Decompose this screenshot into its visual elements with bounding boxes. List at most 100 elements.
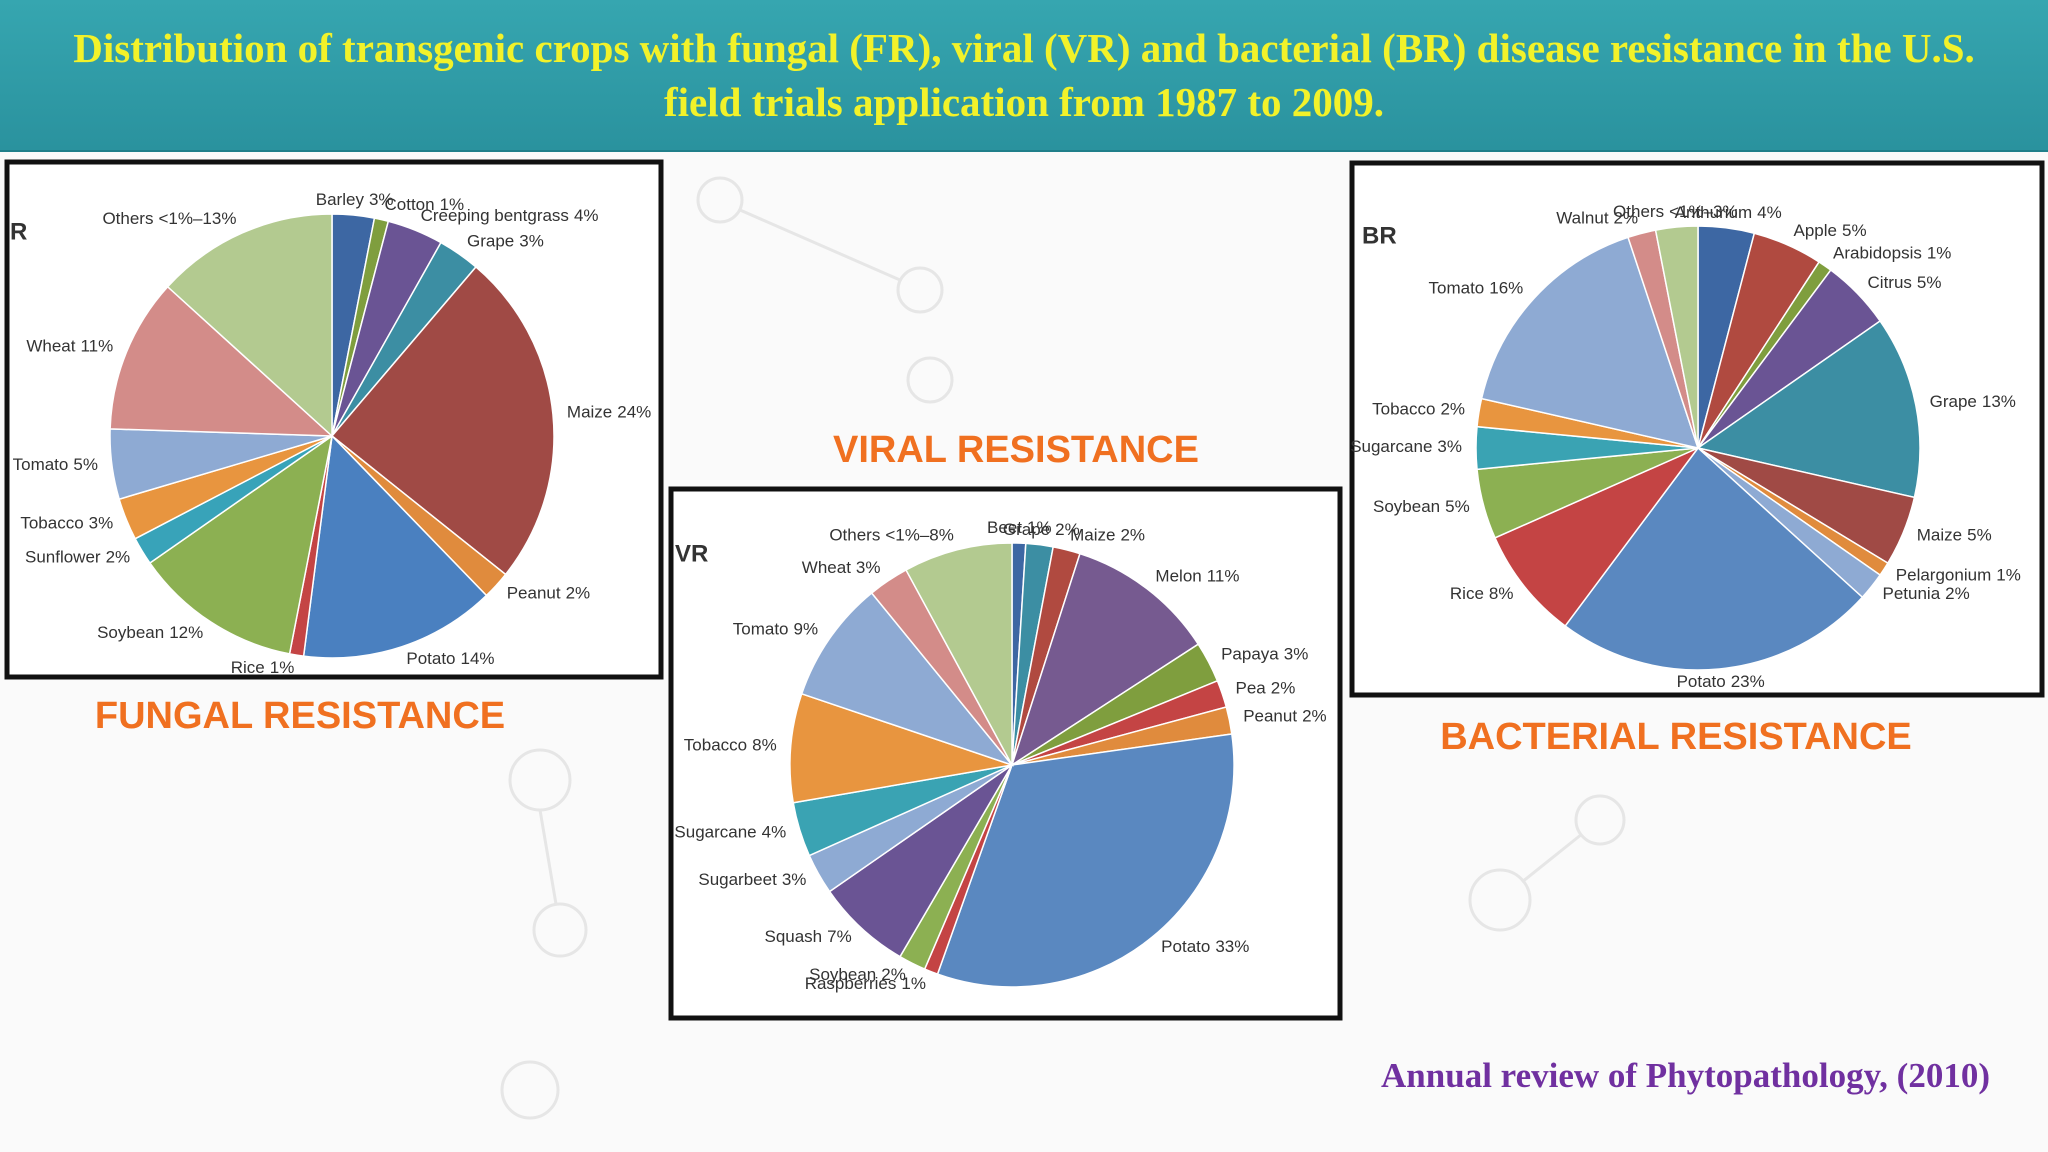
chart-title: FUNGAL RESISTANCE bbox=[95, 695, 505, 737]
slice-label: Walnut 2% bbox=[1556, 209, 1638, 228]
slice-label: Rice 8% bbox=[1450, 585, 1514, 604]
slice-value-label: 2% bbox=[1440, 400, 1465, 419]
pie-slice bbox=[148, 434, 334, 655]
slice-label: Maize 5% bbox=[1917, 526, 1992, 545]
slice-value-label: 5% bbox=[1445, 497, 1470, 516]
slice-value-label: 3% bbox=[1437, 437, 1462, 456]
pie-slice bbox=[1010, 552, 1200, 767]
slice-value-label: 33% bbox=[1215, 937, 1249, 956]
slice-category: Walnut bbox=[1556, 209, 1609, 228]
slice-value-label: 1% bbox=[440, 195, 465, 214]
slice-label: Grape 3% bbox=[467, 232, 544, 251]
slice-value-label: 4% bbox=[574, 207, 599, 226]
slice-value-label: 1% bbox=[270, 658, 295, 677]
slice-label: Petunia 2% bbox=[1883, 585, 1970, 604]
slice-label: Pelargonium 1% bbox=[1896, 566, 2021, 585]
slice-category: Soybean bbox=[809, 965, 876, 984]
slice-label: Wheat 11% bbox=[26, 337, 113, 356]
slice-label: Peanut 2% bbox=[507, 584, 590, 603]
slice-category: Soybean bbox=[1373, 497, 1440, 516]
slice-category: Tomato bbox=[13, 456, 69, 475]
slice-value-label: 8% bbox=[1489, 585, 1514, 604]
panel-label: R bbox=[10, 218, 27, 245]
slice-value-label: 5% bbox=[1842, 222, 1867, 241]
slice-value-label: 1% bbox=[1027, 519, 1052, 538]
pie-slice bbox=[1654, 225, 1699, 449]
slice-category: Potato bbox=[1677, 672, 1726, 691]
slice-category: Rice bbox=[1450, 585, 1484, 604]
slice-value-label: 3% bbox=[369, 191, 394, 210]
slice-value-label: 4% bbox=[1757, 203, 1782, 222]
slice-category: Raspberries bbox=[805, 974, 897, 993]
slice-value-label: 5% bbox=[73, 456, 98, 475]
slice-label: Others <1%–13% bbox=[102, 210, 236, 229]
slice-label: Wheat 3% bbox=[802, 559, 881, 578]
slice-value-label: 2% bbox=[1055, 520, 1080, 539]
slice-value-label: 2% bbox=[1614, 209, 1639, 228]
slice-label: Tomato 5% bbox=[13, 456, 98, 475]
slice-category: Grape bbox=[467, 232, 514, 251]
slice-category: Maize bbox=[1070, 526, 1115, 545]
slice-category: Tobacco bbox=[1372, 400, 1435, 419]
slice-value-label: 2% bbox=[1302, 707, 1327, 726]
pie-slice bbox=[789, 692, 1013, 804]
slice-value-label: 1% bbox=[1927, 244, 1952, 263]
slice-value-label: 24% bbox=[617, 403, 651, 422]
slice-category: Others bbox=[1613, 203, 1664, 222]
slice-label: Sugarcane 4% bbox=[674, 823, 786, 842]
slice-category: Citrus bbox=[1868, 273, 1912, 292]
pie-slice bbox=[330, 265, 555, 576]
slice-label: Maize 24% bbox=[567, 403, 651, 422]
slice-category: Rice bbox=[231, 658, 265, 677]
slice-value-label: 23% bbox=[1731, 672, 1765, 691]
slice-category: Petunia bbox=[1883, 585, 1941, 604]
slice-category: Potato bbox=[1161, 937, 1210, 956]
slice-label: Tomato 16% bbox=[1429, 279, 1524, 298]
slice-category: Peanut bbox=[507, 584, 561, 603]
pie-slice bbox=[1494, 446, 1701, 627]
slice-label: Others <1%–3% bbox=[1613, 203, 1738, 222]
slice-value-label: 2% bbox=[106, 548, 131, 567]
pie-slice bbox=[936, 733, 1235, 988]
slice-label: Soybean 2% bbox=[809, 965, 906, 984]
slice-category: Sugarbeet bbox=[698, 870, 777, 889]
slice-category: Tomato bbox=[1429, 279, 1485, 298]
slice-category: Others bbox=[829, 526, 880, 545]
slice-value-label: 14% bbox=[461, 649, 495, 668]
slice-category: Arabidopsis bbox=[1833, 244, 1922, 263]
panel-label: VR bbox=[675, 540, 708, 567]
slice-category: Potato bbox=[406, 649, 455, 668]
slice-value-label: 7% bbox=[827, 928, 852, 947]
slice-category: Melon bbox=[1155, 567, 1201, 586]
slice-label: Soybean 5% bbox=[1373, 497, 1470, 516]
slice-category: Wheat bbox=[802, 559, 851, 578]
slice-value-label: 8% bbox=[752, 736, 777, 755]
slice-label: Citrus 5% bbox=[1868, 273, 1942, 292]
slice-category: Maize bbox=[567, 403, 612, 422]
slice-category: Anthurium bbox=[1675, 203, 1752, 222]
slice-value-label: <1%–8% bbox=[885, 526, 954, 545]
slice-value-label: 1% bbox=[1996, 566, 2021, 585]
slice-value-label: 13% bbox=[1982, 392, 2016, 411]
slice-value-label: 2% bbox=[1271, 679, 1296, 698]
slice-label: Tobacco 8% bbox=[684, 736, 777, 755]
slice-category: Beet bbox=[987, 519, 1022, 538]
slice-value-label: 2% bbox=[1945, 585, 1970, 604]
slice-category: Others bbox=[102, 210, 153, 229]
slice-label: Peanut 2% bbox=[1243, 707, 1326, 726]
slice-value-label: 2% bbox=[1120, 526, 1145, 545]
slice-category: Creeping bentgrass bbox=[421, 207, 569, 226]
pie-slice bbox=[109, 285, 335, 437]
slice-category: Papaya bbox=[1221, 645, 1279, 664]
slice-label: Sugarbeet 3% bbox=[698, 870, 806, 889]
slice-label: Barley 3% bbox=[316, 191, 394, 210]
pie-slice bbox=[1480, 236, 1700, 450]
slide-title: Distribution of transgenic crops with fu… bbox=[73, 25, 1975, 125]
slice-label: Others <1%–8% bbox=[829, 526, 954, 545]
pie-slice bbox=[800, 591, 1015, 767]
slice-label: Raspberries 1% bbox=[805, 974, 926, 993]
slice-value-label: <1%–13% bbox=[158, 210, 236, 229]
slice-value-label: 3% bbox=[89, 514, 114, 533]
